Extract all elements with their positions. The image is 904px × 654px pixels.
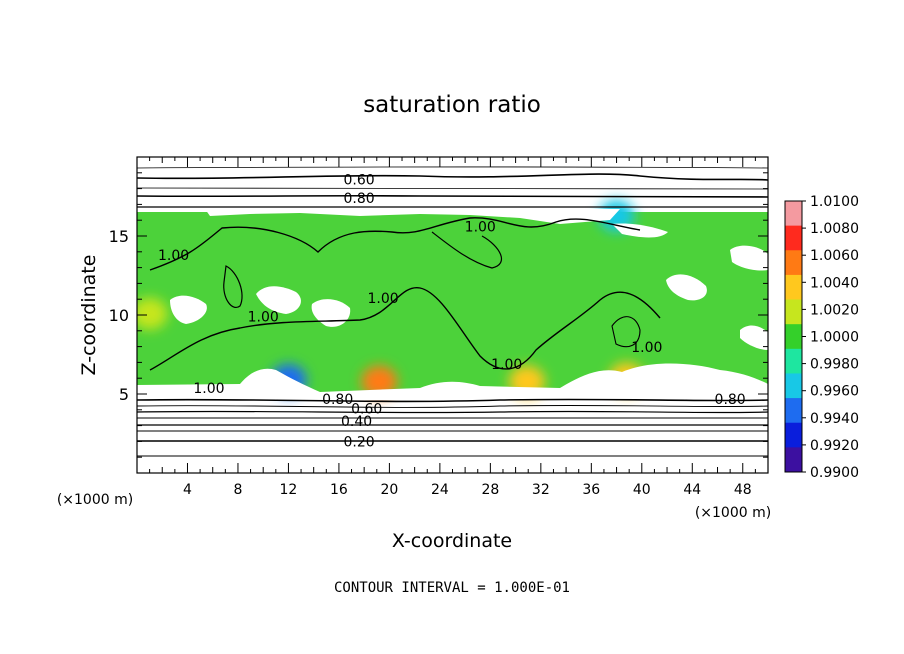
contour-label: 0.80: [715, 392, 746, 408]
contour-label: 0.80: [322, 392, 353, 408]
contour-line: [149, 217, 641, 271]
colorbar-swatch: [785, 348, 802, 374]
x-tick-label: 44: [683, 482, 701, 498]
colorbar-swatch: [785, 373, 802, 399]
dry-pocket: [311, 299, 351, 327]
x-tick-label: 20: [380, 482, 398, 498]
x-axis-label: X-coordinate: [392, 530, 512, 552]
colorbar-swatch: [785, 398, 802, 424]
colorbar-swatch: [785, 201, 802, 227]
colorbar-label: 0.9940: [810, 411, 859, 427]
contour-label: 0.60: [344, 172, 375, 188]
dry-pocket: [666, 274, 707, 301]
colorbar-label: 1.0080: [810, 221, 859, 237]
contour-line: [149, 287, 661, 371]
colorbar-label: 0.9960: [810, 384, 859, 400]
x-tick-label: 4: [183, 482, 192, 498]
contour-line: [137, 187, 768, 190]
colorbar-swatch: [785, 299, 802, 325]
y-tick-label: 15: [109, 227, 129, 246]
dry-pocket: [205, 209, 620, 224]
dry-pocket: [137, 363, 768, 400]
dry-pocket: [730, 245, 768, 271]
y-tick-label: 5: [119, 385, 129, 404]
contour-line: [137, 398, 768, 403]
hotspot: [137, 297, 168, 330]
contour-label: 1.00: [248, 310, 279, 326]
colorbar-label: 0.9920: [810, 438, 859, 454]
contour-label: 1.00: [193, 381, 224, 397]
x-tick-label: 48: [734, 482, 752, 498]
x-tick-label: 36: [582, 482, 600, 498]
contour-line: [223, 265, 243, 308]
contour-label: 1.00: [465, 220, 496, 236]
colorbar-label: 0.9980: [810, 357, 859, 373]
contour-label: 1.00: [491, 357, 522, 373]
y-axis-unit: (×1000 m): [57, 492, 133, 508]
x-tick-label: 8: [233, 482, 242, 498]
y-axis: 5 10 15: [109, 156, 768, 474]
contour-line: [137, 173, 768, 181]
dry-pockets: [137, 209, 768, 400]
colorbar-swatch: [785, 274, 802, 301]
contour-line: [137, 194, 768, 198]
y-axis-label: Z-coordinate: [78, 255, 100, 376]
x-tick-label: 40: [633, 482, 651, 498]
colorbar-label: 1.0040: [810, 275, 859, 291]
contour-label: 1.00: [631, 340, 662, 356]
contour-label: 1.00: [368, 291, 399, 307]
colorbar-label: 0.9900: [810, 465, 859, 481]
colorbar-swatch: [785, 422, 802, 448]
contour-lines: [137, 166, 768, 457]
colorbar-label: 1.0100: [810, 194, 859, 210]
colorbar-label: 1.0060: [810, 248, 859, 264]
x-axis: 4 8 12 16 20 24 28 32 36 40 44 48: [136, 157, 769, 498]
x-axis-unit: (×1000 m): [695, 505, 771, 521]
x-tick-label: 12: [280, 482, 298, 498]
dry-pocket: [740, 325, 768, 350]
dry-pocket: [256, 286, 301, 314]
plot-area: 0.600.801.001.001.001.001.001.001.000.80…: [137, 157, 768, 473]
contour-label: 0.40: [341, 414, 372, 430]
colorbar-swatch: [785, 447, 802, 473]
colorbar-swatch: [785, 324, 802, 350]
colorbar-label: 1.0000: [810, 330, 859, 346]
dry-pocket: [170, 295, 207, 324]
chart-title: saturation ratio: [363, 92, 541, 118]
contour-interval-note: CONTOUR INTERVAL = 1.000E-01: [334, 580, 570, 596]
contour-line: [611, 316, 641, 348]
contour-line: [431, 231, 503, 269]
contour-label: 0.60: [351, 401, 382, 417]
contour-line: [137, 417, 768, 419]
contour-label: 1.00: [158, 248, 189, 264]
x-tick-label: 32: [532, 482, 550, 498]
colorbar-swatch: [785, 250, 802, 276]
x-tick-label: 16: [330, 482, 348, 498]
colorbar-label: 1.0020: [810, 302, 859, 318]
contour-label: 0.80: [344, 191, 375, 207]
y-tick-label: 10: [109, 306, 129, 325]
colorbar: 1.0100 1.0080 1.0060 1.0040 1.0020 1.0000 0.99…: [784, 194, 859, 481]
contour-label: 0.20: [344, 435, 375, 451]
contour-line: [137, 410, 768, 414]
colorbar-swatch: [785, 225, 802, 251]
x-tick-label: 24: [431, 482, 449, 498]
contour-line: [137, 404, 768, 408]
contour-labels: 0.600.801.001.001.001.001.001.001.000.80…: [158, 172, 746, 451]
x-tick-label: 28: [481, 482, 499, 498]
contour-line: [137, 166, 768, 169]
contour-line: [137, 424, 768, 426]
